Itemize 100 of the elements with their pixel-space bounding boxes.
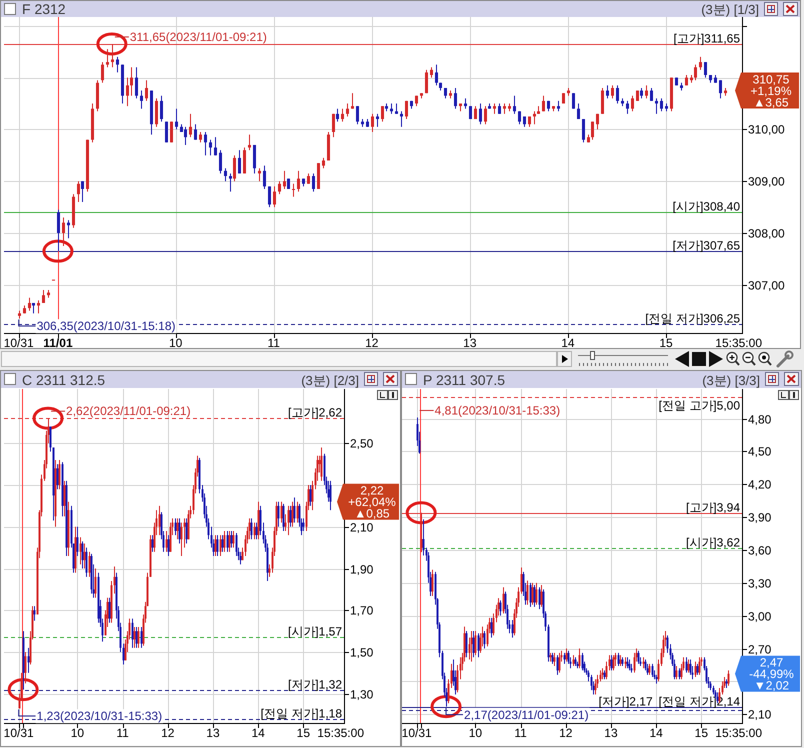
chart-subtitle: (3분) [1/3] bbox=[701, 2, 759, 17]
candlestick bbox=[430, 66, 434, 78]
candlestick bbox=[376, 113, 380, 128]
text: -44,99% bbox=[749, 666, 794, 681]
x-tick-label: 10/31 bbox=[402, 726, 432, 740]
text: +62,04% bbox=[348, 494, 396, 509]
candlestick bbox=[536, 582, 538, 606]
candlestick bbox=[414, 95, 418, 107]
candlestick bbox=[688, 658, 690, 674]
candlestick bbox=[332, 113, 336, 138]
x-tick-label: 15 bbox=[694, 726, 708, 740]
candlestick bbox=[530, 582, 532, 608]
candlestick bbox=[558, 652, 560, 674]
candlestick bbox=[472, 630, 474, 658]
candlestick bbox=[186, 518, 188, 544]
candlestick bbox=[166, 530, 168, 552]
chart-title: C 2311 312.5 bbox=[22, 372, 106, 388]
x-tick-label: 13 bbox=[604, 726, 618, 740]
candlestick bbox=[248, 518, 250, 540]
candlestick bbox=[478, 632, 480, 658]
candlestick bbox=[532, 582, 534, 606]
candlestick bbox=[292, 183, 296, 198]
candlestick bbox=[602, 668, 604, 680]
y-tick-label: 307,00 bbox=[748, 278, 786, 293]
x-tick-label: 11 bbox=[116, 726, 130, 740]
candlestick bbox=[208, 139, 212, 156]
candlestick bbox=[282, 170, 286, 190]
candlestick bbox=[310, 484, 312, 506]
candlestick bbox=[164, 121, 168, 143]
candlestick bbox=[222, 534, 224, 552]
candlestick bbox=[424, 69, 428, 94]
x-tick-label: 10 bbox=[70, 726, 84, 740]
candlestick bbox=[224, 530, 226, 552]
candlestick bbox=[94, 568, 96, 598]
candlestick bbox=[370, 113, 374, 133]
candlestick bbox=[636, 90, 640, 102]
candlestick bbox=[252, 144, 256, 174]
x-tick-label: 12 bbox=[559, 726, 573, 740]
y-tick-label: 308,00 bbox=[748, 226, 786, 241]
candlestick bbox=[610, 84, 614, 99]
candlestick bbox=[292, 501, 294, 528]
candlestick bbox=[214, 136, 218, 156]
candlestick bbox=[500, 600, 502, 616]
candlestick bbox=[282, 503, 284, 532]
y-tick-label: 310,00 bbox=[748, 122, 786, 137]
candlestick bbox=[654, 98, 658, 114]
candlestick bbox=[174, 108, 178, 130]
candlestick bbox=[400, 110, 404, 128]
candlestick bbox=[236, 532, 238, 556]
candlestick bbox=[294, 497, 296, 524]
candlestick bbox=[512, 95, 516, 114]
y-tick-label: 2,50 bbox=[350, 436, 374, 451]
chart-subtitle: (3분) [3/3] bbox=[702, 373, 760, 388]
ref-line-label: [전일 저가]1,18 bbox=[260, 706, 342, 720]
candlestick bbox=[76, 180, 80, 202]
candlestick bbox=[572, 92, 576, 110]
ref-line-label: [시가]308,40 bbox=[672, 200, 740, 214]
candlestick bbox=[630, 95, 634, 112]
candlestick bbox=[454, 87, 458, 110]
text: 2,22 bbox=[360, 483, 384, 498]
candlestick bbox=[698, 56, 702, 70]
y-tick-label: 4,80 bbox=[748, 412, 772, 427]
chart-title: F 2312 bbox=[22, 1, 66, 17]
candlestick bbox=[644, 658, 646, 671]
candlestick bbox=[534, 584, 536, 608]
candlestick bbox=[238, 150, 242, 174]
candlestick bbox=[80, 536, 82, 565]
candlestick bbox=[58, 459, 60, 490]
y-tick-label: 2,10 bbox=[350, 520, 374, 535]
candlestick bbox=[590, 121, 594, 140]
candlestick bbox=[542, 95, 546, 112]
candlestick bbox=[502, 103, 506, 114]
candlestick bbox=[390, 103, 394, 114]
candlestick bbox=[254, 522, 256, 540]
candlestick bbox=[594, 678, 596, 696]
candlestick bbox=[620, 654, 622, 667]
candlestick bbox=[262, 165, 266, 190]
candlestick bbox=[628, 658, 630, 671]
candlestick bbox=[694, 661, 696, 678]
candlestick bbox=[312, 172, 316, 192]
candlestick bbox=[582, 118, 586, 143]
candlestick bbox=[492, 103, 496, 114]
candlestick bbox=[306, 172, 310, 184]
candlestick bbox=[34, 606, 36, 622]
candlestick bbox=[84, 542, 86, 570]
candlestick bbox=[278, 180, 282, 195]
candlestick bbox=[404, 100, 408, 120]
candlestick bbox=[474, 630, 476, 656]
candlestick bbox=[76, 526, 78, 556]
candlestick bbox=[136, 626, 138, 648]
ref-line-label: [시가]1,57 bbox=[288, 624, 342, 638]
candlestick bbox=[138, 626, 140, 648]
candlestick bbox=[178, 518, 180, 544]
candlestick bbox=[600, 87, 604, 114]
y-tick-label: 1,90 bbox=[350, 562, 374, 577]
candlestick bbox=[502, 586, 504, 614]
candlestick bbox=[642, 656, 644, 669]
candlestick bbox=[144, 80, 148, 102]
candlestick bbox=[248, 134, 252, 151]
candlestick bbox=[180, 522, 182, 556]
